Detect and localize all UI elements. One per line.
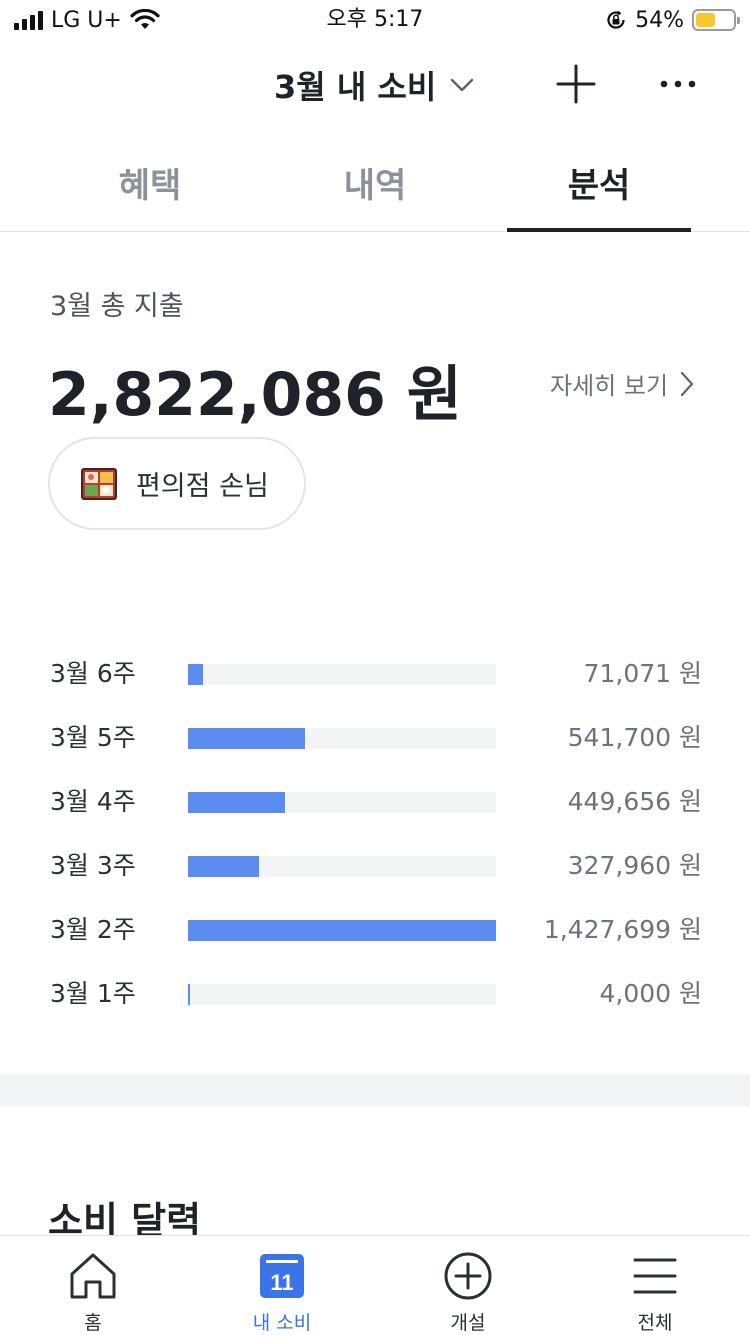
persona-chip[interactable]: 편의점 손님 [48, 437, 306, 530]
bento-box-icon [81, 467, 117, 500]
nav-my-spending-label: 내 소비 [252, 1312, 312, 1334]
month-selector[interactable]: 3월 내 소비 [274, 62, 474, 108]
tab-analysis[interactable]: 분석 [567, 166, 631, 206]
battery-icon [692, 9, 740, 31]
week-row: 3월 3주 327,960 원 [0, 846, 750, 886]
total-spend-amount: 2,822,086 원 [48, 360, 462, 430]
calendar-icon-day: 11 [270, 1270, 293, 1295]
week-row: 3월 2주 1,427,699 원 [0, 910, 750, 950]
week-row: 3월 1주 4,000 원 [0, 974, 750, 1014]
week-label: 3월 1주 [50, 979, 136, 1008]
chevron-down-icon [451, 78, 474, 92]
week-amount: 4,000 원 [599, 979, 702, 1008]
week-amount: 1,427,699 원 [543, 915, 702, 944]
week-bar [188, 792, 285, 813]
week-bar [188, 984, 190, 1005]
battery-level [696, 13, 716, 27]
week-bar-track [188, 664, 496, 685]
tab-benefits[interactable]: 혜택 [118, 166, 182, 206]
week-amount: 71,071 원 [583, 659, 702, 688]
week-bar-track [188, 728, 496, 749]
section-divider [0, 1074, 750, 1106]
battery-cap [737, 17, 740, 24]
week-bar [188, 856, 259, 877]
status-bar: LG U+ 오후 5:17 54% [0, 0, 750, 40]
nav-home-label: 홈 [84, 1312, 102, 1334]
week-row: 3월 5주 541,700 원 [0, 718, 750, 758]
status-right: 54% [605, 6, 740, 34]
nav-open-account-label: 개설 [450, 1312, 486, 1334]
detail-link[interactable]: 자세히 보기 [550, 366, 694, 401]
plus-icon[interactable] [552, 60, 600, 108]
tab-bar: 혜택 내역 분석 [0, 128, 750, 232]
status-left: LG U+ [14, 6, 160, 34]
tab-active-indicator [507, 228, 691, 232]
week-amount: 541,700 원 [567, 723, 702, 752]
nav-all-label: 전체 [637, 1312, 673, 1334]
week-amount: 327,960 원 [567, 851, 702, 880]
week-amount: 449,656 원 [567, 787, 702, 816]
plus-circle-icon [444, 1252, 492, 1300]
page-title: 3월 내 소비 [274, 68, 437, 106]
more-icon[interactable] [654, 60, 702, 108]
battery-percent: 54% [635, 7, 684, 33]
week-bar-track [188, 984, 496, 1005]
signal-icon [14, 10, 43, 30]
chevron-right-icon [680, 371, 694, 396]
week-bar-track [188, 856, 496, 877]
orientation-lock-icon [607, 10, 625, 29]
calendar-icon: 11 [260, 1254, 304, 1298]
tab-history[interactable]: 내역 [343, 166, 407, 206]
week-label: 3월 5주 [50, 723, 136, 752]
week-bar [188, 920, 496, 941]
week-label: 3월 4주 [50, 787, 136, 816]
home-icon [70, 1253, 116, 1299]
carrier-name: LG U+ [51, 7, 122, 33]
menu-icon [633, 1258, 677, 1294]
week-label: 3월 2주 [50, 915, 136, 944]
nav-open-account[interactable]: 개설 [393, 1236, 543, 1335]
week-row: 3월 6주 71,071 원 [0, 654, 750, 694]
week-label: 3월 6주 [50, 659, 136, 688]
bottom-nav: 홈 11 내 소비 개설 전체 [0, 1235, 750, 1334]
week-bar [188, 664, 204, 685]
detail-link-label: 자세히 보기 [550, 372, 669, 400]
week-row: 3월 4주 449,656 원 [0, 782, 750, 822]
week-bar [188, 728, 305, 749]
week-label: 3월 3주 [50, 851, 136, 880]
week-bar-track [188, 920, 496, 941]
nav-my-spending[interactable]: 11 내 소비 [207, 1236, 357, 1335]
nav-home[interactable]: 홈 [18, 1236, 168, 1335]
wifi-icon [130, 9, 160, 29]
week-bar-track [188, 792, 496, 813]
total-spend-label: 3월 총 지출 [50, 291, 184, 322]
status-time: 오후 5:17 [326, 7, 424, 32]
persona-label: 편의점 손님 [136, 471, 269, 502]
nav-all[interactable]: 전체 [580, 1236, 730, 1335]
